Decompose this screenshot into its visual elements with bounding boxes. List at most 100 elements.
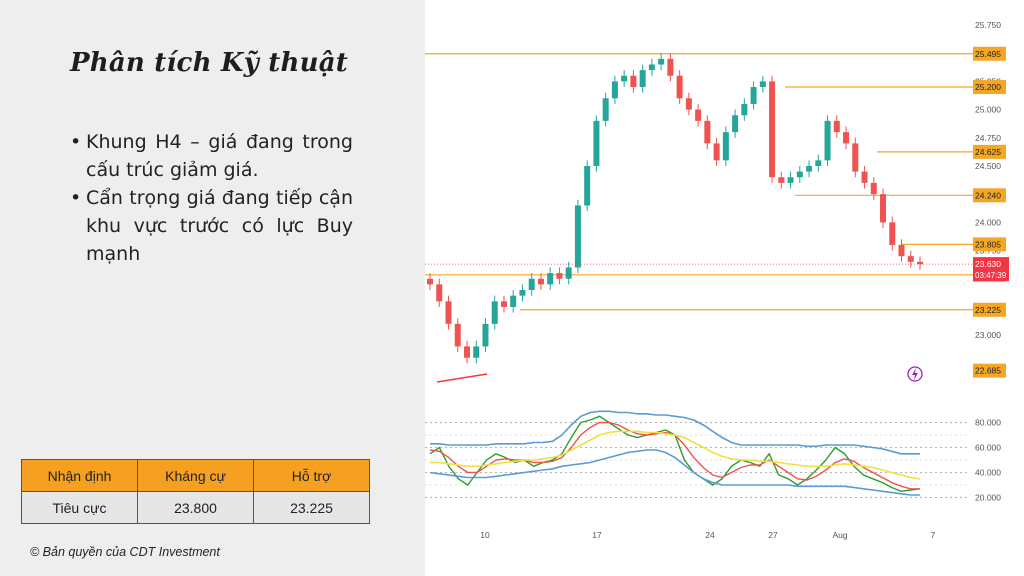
x-axis-tick: Aug [832, 530, 847, 540]
candle-body [547, 273, 554, 285]
indicator-line [429, 449, 920, 496]
candle-body [630, 75, 637, 88]
indicator-axis-tick: 40.000 [975, 468, 1001, 478]
candle-body [787, 177, 794, 183]
candle-body [898, 244, 905, 257]
summary-cell: 23.800 [137, 491, 254, 524]
bullet-text: Khung H4 – giá đang trong cấu trúc giảm … [86, 131, 353, 181]
candle-body [806, 165, 813, 172]
candle-body [824, 120, 831, 161]
indicator-axis-tick: 80.000 [975, 418, 1001, 428]
candle-body [732, 115, 739, 133]
candle-body [528, 278, 535, 291]
candle-body [741, 103, 748, 116]
candle-body [722, 132, 729, 161]
candle-body [621, 75, 628, 82]
candle-body [852, 143, 859, 172]
countdown-label: 03:47:39 [975, 271, 1007, 280]
candle-body [454, 323, 461, 347]
level-label-bg [973, 302, 1006, 317]
summary-cell: Tiêu cực [21, 491, 138, 524]
price-axis-tick: 25.000 [975, 105, 1001, 115]
candle-body [713, 143, 720, 161]
candle-body [584, 165, 591, 206]
lightning-icon [907, 366, 923, 382]
candle-body [473, 346, 480, 358]
candle-body [436, 284, 443, 302]
candle-body [833, 120, 840, 133]
x-axis-tick: 10 [480, 530, 490, 540]
candle-body [602, 98, 609, 121]
level-label-bg [973, 144, 1006, 159]
current-price-label-bg [973, 257, 1009, 282]
candle-body [695, 109, 702, 121]
candle-body [519, 290, 526, 296]
trendline [436, 373, 488, 383]
candle-body [463, 346, 470, 358]
candle-body [510, 295, 517, 307]
candle-body [704, 120, 711, 144]
price-axis-tick: 24.000 [975, 217, 1001, 227]
candle-body [796, 171, 803, 178]
indicator-axis-tick: 60.000 [975, 443, 1001, 453]
level-label: 25.200 [975, 82, 1001, 92]
bullet-item: • Cẩn trọng giá đang tiếp cận khu vực trư… [70, 184, 353, 268]
summary-header-cell: Nhận định [21, 459, 138, 492]
candle-body [917, 261, 923, 265]
candle-body [843, 132, 850, 144]
level-label: 25.495 [975, 49, 1001, 59]
bullet-dot-icon: • [70, 187, 82, 209]
candle-body [427, 278, 433, 285]
candle-body [889, 222, 896, 245]
x-axis-tick: 7 [931, 530, 936, 540]
price-chart: 25.75025.25025.00024.75024.50024.00023.7… [425, 20, 1009, 540]
x-axis-tick: 24 [705, 530, 715, 540]
candle-body [685, 98, 692, 110]
candle-body [880, 194, 887, 223]
indicator-line [430, 410, 920, 455]
indicator-line [430, 430, 921, 480]
candle-body [445, 301, 452, 324]
level-label: 24.625 [975, 147, 1001, 157]
level-label-bg [973, 363, 1006, 378]
summary-header-cell: Hỗ trợ [253, 459, 370, 492]
x-axis-tick: 17 [592, 530, 602, 540]
bullet-text: Cẩn trọng giá đang tiếp cận khu vực trướ… [86, 187, 353, 265]
candle-body [593, 120, 600, 166]
candle-body [815, 160, 822, 166]
copyright-note: © Bản quyền của CDT Investment [30, 545, 220, 559]
candle-body [778, 177, 785, 183]
x-axis-tick: 27 [768, 530, 778, 540]
lightning-bolt-icon [912, 368, 918, 380]
candle-body [639, 70, 646, 88]
slide-title: Phân tích Kỹ thuật [70, 48, 348, 78]
bullet-list: • Khung H4 – giá đang trong cấu trúc giảm… [70, 128, 353, 268]
level-label-bg [973, 80, 1006, 95]
candle-body [565, 267, 572, 279]
summary-header-cell: Kháng cự [137, 459, 254, 492]
level-label-bg [973, 188, 1006, 203]
indicator-axis-tick: 20.000 [975, 493, 1001, 503]
price-axis-tick: 24.750 [975, 133, 1001, 143]
candle-body [556, 273, 563, 279]
candle-body [759, 81, 766, 88]
summary-table: Nhận định Kháng cự Hỗ trợ Tiêu cực 23.80… [21, 459, 370, 524]
summary-cell: 23.225 [253, 491, 370, 524]
level-label-bg [973, 46, 1006, 61]
candle-body [750, 87, 757, 104]
candle-body [648, 64, 655, 71]
price-axis-tick: 23.000 [975, 330, 1001, 340]
candle-body [667, 58, 674, 76]
candle-body [769, 81, 776, 178]
level-label: 24.240 [975, 190, 1001, 200]
candle-body [870, 182, 877, 195]
candle-body [500, 301, 507, 307]
level-label-bg [973, 237, 1006, 252]
level-label: 23.805 [975, 239, 1001, 249]
indicator-line [429, 415, 921, 493]
bullet-item: • Khung H4 – giá đang trong cấu trúc giảm… [70, 128, 353, 184]
candle-body [907, 256, 914, 262]
level-label: 22.685 [975, 366, 1001, 376]
bullet-dot-icon: • [70, 131, 82, 153]
summary-row: Tiêu cực 23.800 23.225 [21, 491, 370, 524]
